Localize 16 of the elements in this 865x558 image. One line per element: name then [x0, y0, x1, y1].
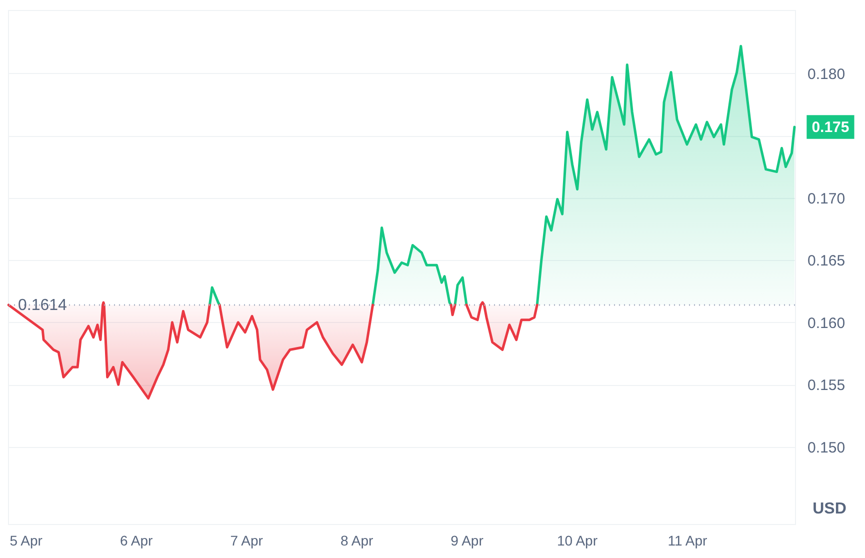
y-tick-label: 0.165: [808, 252, 846, 270]
x-tick-label: 5 Apr: [10, 532, 43, 548]
x-tick-label: 6 Apr: [120, 532, 154, 548]
x-tick-label: 9 Apr: [450, 532, 484, 548]
y-tick-label: 0.170: [808, 190, 846, 208]
y-axis-title: USD: [812, 500, 846, 518]
y-tick-label: 0.160: [808, 314, 846, 332]
y-tick-label: 0.180: [808, 66, 846, 83]
y-tick-label: 0.150: [808, 439, 846, 456]
x-tick-label: 7 Apr: [230, 532, 264, 548]
ref-line-label: 0.1614: [18, 296, 68, 314]
annotation: 0.175: [812, 118, 850, 136]
x-tick-label: 8 Apr: [340, 532, 374, 548]
x-tick-label: 10 Apr: [557, 532, 598, 548]
x-tick-label: 11 Apr: [668, 532, 708, 548]
y-tick-label: 0.155: [808, 377, 846, 394]
